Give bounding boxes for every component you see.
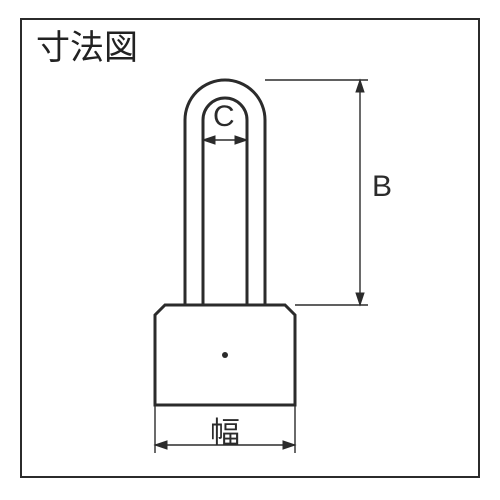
dimension-label-b: B bbox=[372, 170, 392, 204]
diagram-svg bbox=[0, 0, 500, 500]
dimension-label-width: 幅 bbox=[210, 408, 240, 452]
dimension-label-c: C bbox=[213, 100, 235, 134]
